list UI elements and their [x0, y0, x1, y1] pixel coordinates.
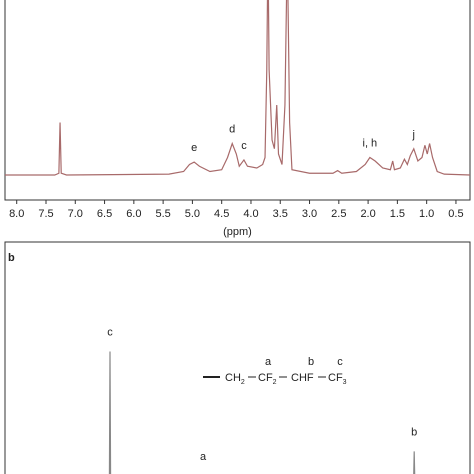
- group-sub: 3: [343, 379, 347, 386]
- structure-group: CHF: [291, 372, 314, 384]
- group-main: CHF: [291, 372, 314, 384]
- spectrum-line: [108, 351, 416, 474]
- overlay: 8.0 7.5 7.0 6.5 6.0 5.5 5.0 4.5 4.0 3.5 3.0 2.5 2.0 1…: [8, 124, 464, 463]
- structure-label: b: [308, 356, 314, 368]
- x-tick-label: 3.0: [302, 208, 317, 220]
- x-tick-label: 4.5: [214, 208, 229, 220]
- peak-label: a: [200, 451, 207, 463]
- x-tick-label: 1.0: [419, 208, 434, 220]
- peak-label: j: [412, 129, 415, 141]
- group-main: CF: [328, 372, 343, 384]
- x-tick-label: 3.5: [273, 208, 288, 220]
- structure-label: a: [265, 356, 272, 368]
- plot-area: [108, 351, 416, 474]
- panel-label: b: [8, 252, 15, 264]
- x-tick-label: 5.0: [185, 208, 200, 220]
- x-tick-label: 7.0: [68, 208, 83, 220]
- structure-group: CF3: [328, 372, 347, 386]
- peak-label: i, h: [363, 138, 378, 150]
- panel-frame: [4, 241, 471, 474]
- x-tick-label: 6.0: [126, 208, 141, 220]
- x-tick-label: 6.5: [97, 208, 112, 220]
- peak-label: d: [229, 124, 235, 136]
- structure-group: CF2: [258, 372, 277, 386]
- group-main: CF: [258, 372, 273, 384]
- x-tick-label: 5.5: [155, 208, 170, 220]
- peak-label: b: [411, 426, 417, 438]
- peak-label: c: [107, 326, 113, 338]
- x-tick-label: 8.0: [9, 208, 24, 220]
- panel-frame: [4, 0, 471, 201]
- x-tick-label: 4.0: [243, 208, 258, 220]
- x-axis-label: (ppm): [223, 226, 252, 238]
- x-tick-label: 0.5: [448, 208, 463, 220]
- x-tick-label: 2.5: [331, 208, 346, 220]
- spectrum-line: [5, 0, 470, 176]
- structure-label: c: [337, 356, 343, 368]
- plot-area: [5, 0, 470, 176]
- group-sub: 2: [241, 379, 245, 386]
- peak-label: e: [191, 142, 197, 154]
- x-tick-label: 7.5: [38, 208, 53, 220]
- x-tick-label: 1.5: [390, 208, 405, 220]
- structure-group: CH2: [225, 372, 245, 386]
- peak-label: c: [241, 140, 247, 152]
- x-tick-label: 2.0: [360, 208, 375, 220]
- group-sub: 2: [273, 379, 277, 386]
- group-main: CH: [225, 372, 241, 384]
